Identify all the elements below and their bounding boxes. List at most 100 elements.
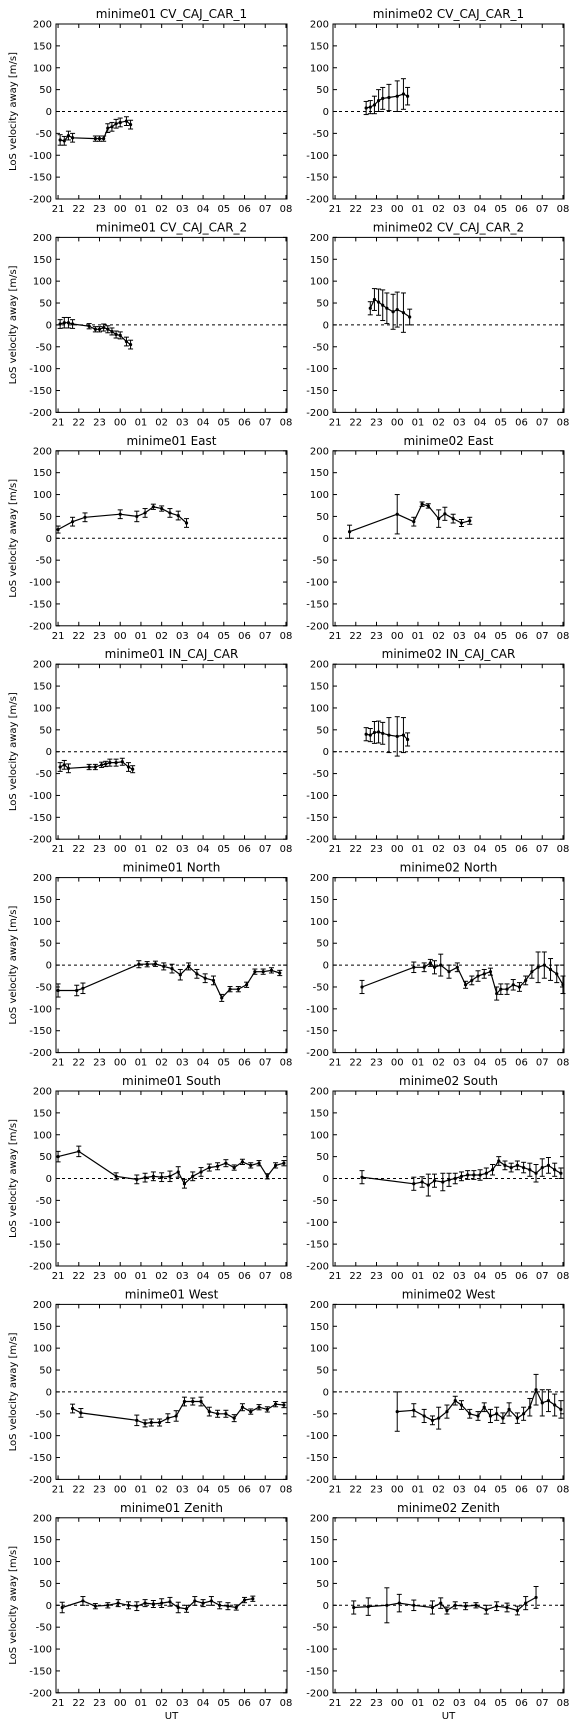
y-tick-label: -100 — [29, 1645, 52, 1656]
y-tick-label: 100 — [33, 1130, 52, 1141]
data-point — [114, 761, 118, 765]
data-point — [360, 985, 364, 989]
data-point — [135, 1418, 139, 1422]
data-point — [546, 1399, 551, 1403]
y-axis-label: LoS velocity away [m/s] — [8, 1546, 19, 1665]
y-tick-label: -50 — [36, 982, 52, 993]
data-point — [517, 985, 522, 989]
y-tick-label: -200 — [306, 1048, 329, 1059]
y-tick-label: 50 — [39, 725, 52, 736]
x-tick-label: 06 — [515, 844, 528, 855]
data-point — [472, 1173, 476, 1177]
x-tick-label: 04 — [474, 844, 487, 855]
data-point — [149, 1420, 153, 1425]
x-tick-label: 05 — [217, 1698, 230, 1709]
subplot: minime01 East 200 150 100 50 0 -50 -100 -150 -200… — [8, 434, 292, 642]
x-tick-label: 00 — [114, 204, 127, 215]
data-point — [511, 983, 515, 987]
x-tick-label: 22 — [349, 417, 362, 428]
y-tick-label: -50 — [313, 556, 329, 567]
x-tick-label: 00 — [114, 1698, 127, 1709]
y-axis-label: LoS velocity away [m/s] — [8, 1119, 19, 1238]
data-point — [135, 514, 139, 519]
x-tick-label: 04 — [474, 1058, 487, 1069]
data-point — [372, 297, 377, 302]
data-point — [157, 1420, 162, 1425]
x-tick-label: 03 — [453, 844, 466, 855]
data-point — [170, 967, 174, 971]
x-tick-label: 01 — [135, 1484, 148, 1495]
data-point — [70, 1406, 75, 1411]
data-point — [218, 1603, 222, 1607]
subplot-title: minime01 West — [125, 1287, 219, 1301]
data-point — [77, 1149, 81, 1153]
data-point — [528, 1168, 532, 1172]
x-tick-label: 07 — [259, 1698, 272, 1709]
y-tick-label: -50 — [36, 129, 52, 140]
data-point — [102, 137, 106, 141]
data-point — [430, 1418, 435, 1422]
data-point — [209, 1599, 213, 1603]
x-tick-label: 22 — [349, 1698, 362, 1709]
data-point — [240, 1160, 245, 1164]
data-point — [186, 964, 191, 969]
data-point — [495, 991, 499, 996]
data-point — [524, 978, 528, 983]
data-point — [445, 1608, 449, 1613]
data-point — [114, 332, 118, 337]
y-tick-label: 0 — [46, 534, 52, 545]
y-tick-label: -150 — [306, 1453, 329, 1464]
x-tick-label: 04 — [197, 417, 210, 428]
plot-frame — [332, 877, 565, 1054]
y-tick-label: 0 — [323, 747, 329, 758]
data-point — [242, 1598, 247, 1602]
y-tick-label: 200 — [310, 1300, 329, 1311]
data-point — [178, 973, 182, 977]
y-tick-label: -200 — [306, 408, 329, 419]
data-point — [490, 1168, 495, 1172]
data-point — [168, 511, 172, 515]
x-tick-label: 06 — [515, 417, 528, 428]
x-tick-label: 00 — [391, 1058, 404, 1069]
data-point — [143, 1601, 147, 1605]
x-tick-label: 08 — [280, 1271, 293, 1282]
x-tick-label: 02 — [155, 1271, 168, 1282]
series-line — [58, 963, 280, 999]
data-point — [422, 1414, 426, 1418]
y-tick-label: 100 — [310, 917, 329, 928]
data-point — [459, 1174, 464, 1178]
data-point — [62, 321, 66, 325]
data-point — [387, 95, 391, 100]
x-tick-label: 07 — [259, 1058, 272, 1069]
x-tick-label: 22 — [349, 631, 362, 642]
data-point — [257, 1161, 261, 1165]
y-tick-label: -200 — [29, 408, 52, 419]
data-point — [451, 517, 455, 521]
data-point — [70, 322, 75, 326]
x-tick-label: 04 — [197, 631, 210, 642]
y-tick-label: 50 — [316, 299, 329, 310]
x-tick-label: 22 — [72, 844, 85, 855]
plot-frame — [332, 1303, 565, 1480]
data-point — [412, 1408, 416, 1412]
series-line — [72, 1400, 284, 1425]
plot-frame — [55, 450, 288, 627]
x-tick-label: 00 — [391, 844, 404, 855]
x-tick-label: 03 — [453, 1058, 466, 1069]
x-tick-label: 05 — [217, 417, 230, 428]
data-point — [93, 1604, 97, 1608]
y-tick-label: -100 — [306, 364, 329, 375]
data-point — [128, 123, 133, 127]
y-tick-label: -100 — [306, 578, 329, 589]
data-point — [240, 1405, 245, 1409]
y-tick-label: -150 — [306, 813, 329, 824]
data-point — [70, 520, 75, 524]
y-tick-label: 100 — [310, 1557, 329, 1568]
data-point — [97, 327, 102, 331]
x-tick-label: 08 — [557, 1484, 570, 1495]
data-point — [530, 970, 534, 974]
data-point — [120, 760, 124, 764]
x-tick-label: 08 — [557, 1271, 570, 1282]
data-point — [501, 1416, 505, 1420]
x-tick-label: 21 — [52, 844, 65, 855]
